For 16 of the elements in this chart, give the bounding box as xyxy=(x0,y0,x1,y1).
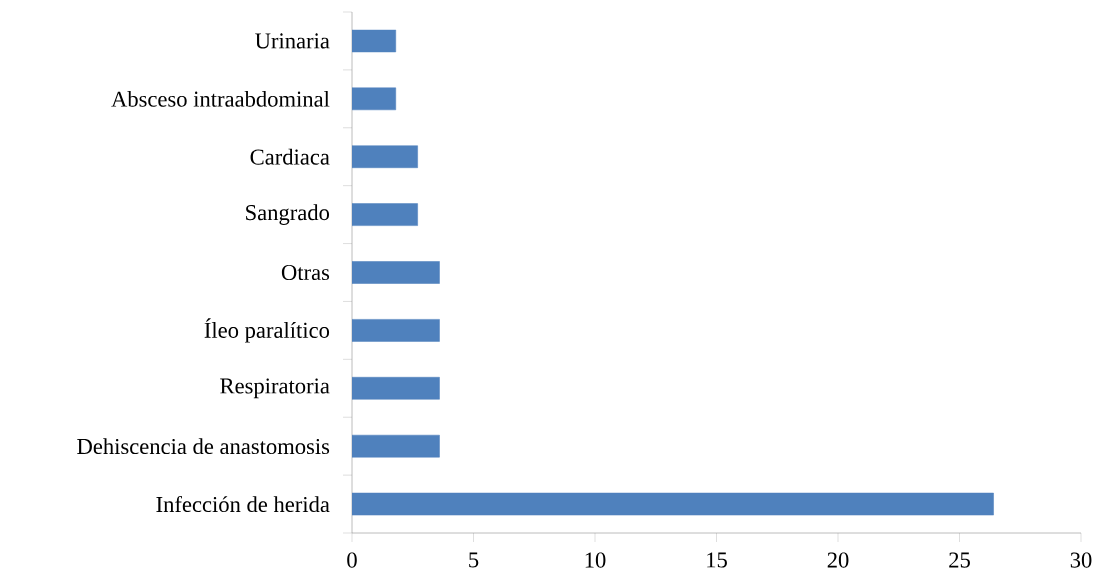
x-tick-label: 30 xyxy=(1070,552,1092,568)
x-tick-label: 5 xyxy=(469,552,479,568)
x-tick-label: 20 xyxy=(827,552,849,568)
y-tick-label: Sangrado xyxy=(246,204,330,225)
x-tick-label: 0 xyxy=(347,552,357,568)
y-tick-label: Urinaria xyxy=(255,33,330,49)
y-tick-label: Dehiscencia de anastomosis xyxy=(77,438,330,455)
y-tick-label: Infección de herida xyxy=(156,496,330,513)
x-tick-label: 10 xyxy=(585,552,606,568)
y-tick-label: Íleo paralítico xyxy=(204,318,330,343)
y-tick-label: Respiratoria xyxy=(220,378,330,399)
x-tick-label: 15 xyxy=(707,552,727,568)
x-tick-label: 25 xyxy=(949,552,970,568)
y-tick-label: Cardiaca xyxy=(250,148,330,165)
y-tick-label: Absceso intraabdominal xyxy=(111,90,330,107)
y-tick-label: Otras xyxy=(281,264,330,281)
